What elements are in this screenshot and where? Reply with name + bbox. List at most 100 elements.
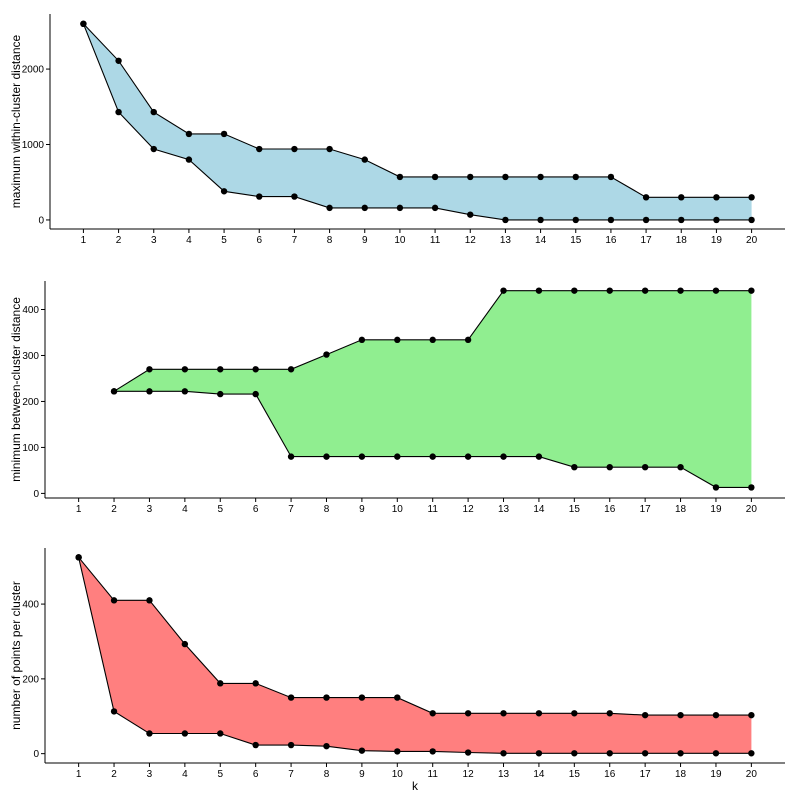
upper-point	[464, 710, 472, 717]
upper-point	[256, 145, 263, 153]
x-tick-label: 1	[81, 235, 87, 246]
x-tick-label: 16	[605, 235, 617, 246]
upper-point	[358, 336, 366, 344]
x-tick-label: 15	[569, 504, 581, 515]
lower-line	[78, 557, 752, 754]
upper-point	[502, 173, 509, 181]
upper-point	[181, 640, 189, 648]
x-tick-label: 18	[676, 235, 688, 246]
y-tick-label: 400	[22, 305, 39, 316]
band-area	[78, 557, 752, 754]
upper-point	[748, 711, 755, 719]
upper-point	[110, 597, 118, 604]
x-tick-label: 2	[116, 235, 122, 246]
upper-point	[220, 130, 228, 138]
x-tick-label: 19	[710, 504, 722, 515]
y-tick-label: 100	[22, 443, 39, 454]
lower-point	[252, 390, 259, 398]
upper-point	[678, 194, 685, 201]
lower-point	[429, 453, 436, 460]
x-tick-label: 3	[147, 504, 153, 515]
x-tick-label: 4	[186, 235, 192, 246]
upper-point	[535, 710, 543, 717]
lower-point	[571, 463, 578, 471]
x-tick-label: 2	[111, 769, 117, 780]
x-tick-label: 20	[746, 769, 758, 780]
upper-point	[394, 336, 401, 344]
lower-point	[642, 216, 650, 224]
lower-line	[82, 23, 752, 221]
x-tick-label: 4	[182, 504, 188, 515]
upper-point	[500, 710, 507, 717]
upper-line	[83, 23, 752, 198]
lower-point	[500, 453, 507, 460]
upper-point	[713, 194, 720, 201]
upper-point	[748, 194, 755, 201]
upper-point	[396, 173, 404, 181]
lower-point	[677, 463, 684, 471]
upper-point	[287, 694, 295, 701]
lower-point	[358, 453, 366, 460]
x-tick-label: 6	[253, 769, 259, 780]
x-tick-label: 7	[292, 235, 298, 246]
x-tick-label: 9	[362, 235, 368, 246]
x-tick-label: 10	[394, 235, 406, 246]
y-tick-label: 0	[38, 215, 44, 226]
upper-point	[252, 366, 259, 373]
x-tick-label: 10	[392, 504, 404, 515]
x-tick-label: 17	[640, 504, 652, 515]
y-tick-label: 2000	[22, 65, 45, 76]
upper-point	[429, 336, 436, 344]
lower-point	[748, 750, 755, 757]
x-tick-label: 10	[392, 769, 404, 780]
upper-point	[500, 287, 507, 294]
lower-point	[535, 453, 543, 460]
x-tick-label: 18	[675, 504, 687, 515]
upper-point	[115, 57, 122, 64]
y-tick-label: 200	[22, 397, 39, 408]
upper-point	[572, 173, 579, 181]
upper-point	[217, 366, 224, 373]
y-tick-label: 400	[22, 600, 39, 611]
upper-point	[712, 287, 720, 294]
upper-point	[291, 145, 298, 153]
lower-point	[323, 742, 330, 750]
upper-point	[287, 366, 295, 373]
lower-point	[431, 204, 439, 212]
upper-point	[677, 711, 684, 719]
lower-point	[606, 750, 613, 757]
y-axis-title: minimum between-cluster distance	[9, 297, 23, 482]
lower-point	[220, 188, 228, 195]
lower-point	[75, 554, 82, 561]
x-tick-label: 9	[359, 769, 365, 780]
lower-point	[606, 463, 613, 471]
upper-point	[641, 287, 649, 294]
x-tick-label: 6	[256, 235, 262, 246]
lower-point	[326, 204, 333, 212]
lower-point	[217, 390, 224, 398]
upper-point	[146, 366, 153, 373]
x-tick-label: 13	[498, 769, 510, 780]
x-tick-label: 12	[465, 235, 477, 246]
lower-point	[146, 730, 153, 737]
upper-point	[464, 336, 472, 344]
upper-point	[535, 287, 543, 294]
lower-point	[394, 453, 401, 460]
x-tick-label: 5	[217, 504, 223, 515]
lower-point	[464, 453, 472, 460]
upper-point	[326, 145, 333, 153]
x-axis-title: k	[412, 779, 419, 793]
x-tick-label: 11	[430, 235, 441, 246]
lower-point	[641, 750, 649, 757]
x-tick-label: 4	[182, 769, 188, 780]
x-tick-label: 8	[324, 769, 330, 780]
upper-point	[150, 108, 157, 116]
lower-point	[748, 216, 755, 224]
lower-point	[394, 748, 401, 755]
lower-point	[396, 204, 404, 212]
band-area	[83, 23, 752, 220]
lower-point	[712, 484, 720, 491]
lower-point	[252, 741, 259, 749]
x-tick-label: 20	[746, 504, 758, 515]
